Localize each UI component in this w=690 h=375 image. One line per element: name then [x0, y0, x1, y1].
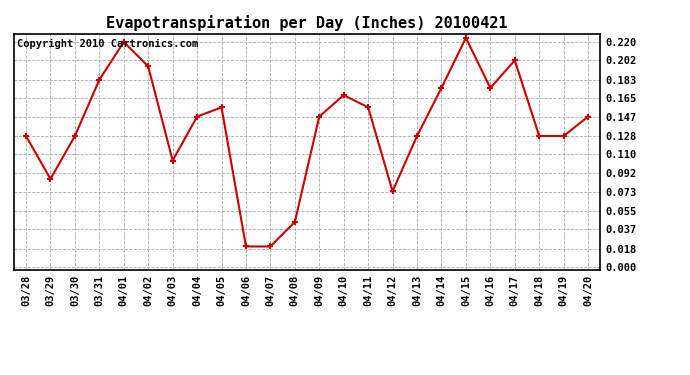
- Text: Copyright 2010 Cartronics.com: Copyright 2010 Cartronics.com: [17, 39, 198, 48]
- Title: Evapotranspiration per Day (Inches) 20100421: Evapotranspiration per Day (Inches) 2010…: [106, 15, 508, 31]
